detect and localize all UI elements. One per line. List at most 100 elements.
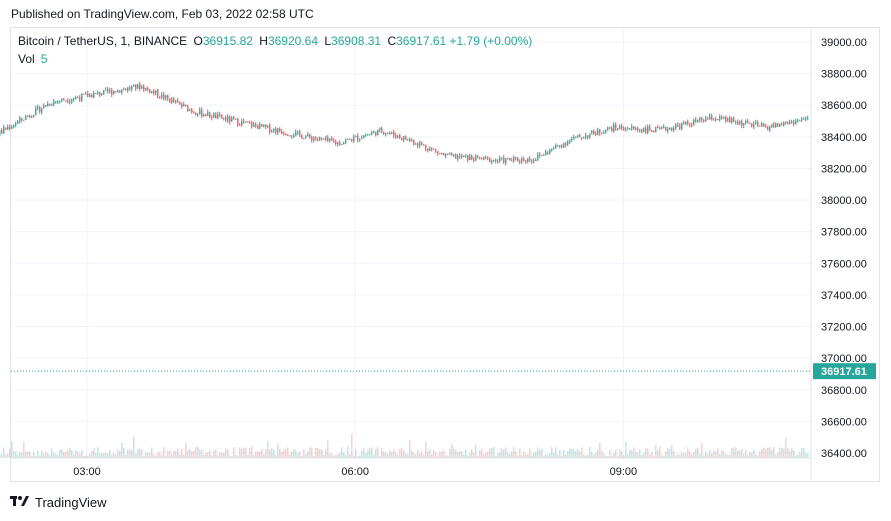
candle-body xyxy=(497,160,499,162)
candle-body xyxy=(351,139,353,142)
candle-body xyxy=(321,137,323,139)
candle-body xyxy=(699,117,701,121)
volume-bar xyxy=(151,447,153,458)
volume-bar xyxy=(427,450,429,458)
candle-body xyxy=(85,93,87,95)
volume-bar xyxy=(757,455,759,458)
candle-body xyxy=(691,125,693,127)
volume-bar xyxy=(99,453,101,458)
volume-bar xyxy=(275,454,277,458)
volume-bar xyxy=(335,454,337,458)
volume-bar xyxy=(227,448,229,458)
candle-body xyxy=(787,123,789,125)
candle-body xyxy=(275,128,277,133)
candle-body xyxy=(743,122,745,126)
volume-bar xyxy=(155,455,157,458)
volume-bar xyxy=(503,449,505,458)
candle-body xyxy=(277,128,279,133)
volume-bar xyxy=(39,455,41,458)
volume-bar xyxy=(543,455,545,458)
volume-bar xyxy=(741,448,743,458)
volume-bar xyxy=(617,455,619,458)
volume-bar xyxy=(795,455,797,458)
candle-body xyxy=(309,134,311,137)
candle-body xyxy=(537,154,539,161)
candle-body xyxy=(613,124,615,131)
candle-body xyxy=(359,138,361,140)
candle-body xyxy=(371,132,373,135)
volume-bar xyxy=(477,455,479,458)
volume-bar xyxy=(569,448,571,458)
candle-body xyxy=(633,126,635,129)
volume-bar xyxy=(25,451,27,458)
candle-body xyxy=(729,117,731,123)
candle-body xyxy=(93,93,95,98)
candle-body xyxy=(197,114,199,116)
y-tick-label: 38800.00 xyxy=(821,69,867,81)
volume-bar xyxy=(317,447,319,458)
symbol-label[interactable]: Bitcoin / TetherUS, 1, BINANCE xyxy=(18,34,188,48)
tradingview-logo[interactable]: TradingView xyxy=(10,495,107,510)
volume-bar xyxy=(11,441,13,458)
candle-body xyxy=(625,129,627,131)
volume-bar xyxy=(221,452,223,458)
candle-body xyxy=(11,126,13,129)
volume-bar xyxy=(281,451,283,458)
volume-bar xyxy=(195,447,197,458)
volume-bar xyxy=(247,454,249,458)
volume-bar xyxy=(399,448,401,458)
tradingview-brand: TradingView xyxy=(35,495,107,510)
volume-bar xyxy=(507,452,509,458)
volume-bar xyxy=(117,449,119,458)
volume-bar xyxy=(235,454,237,458)
candle-body xyxy=(627,129,629,131)
volume-bar xyxy=(467,455,469,458)
volume-bar xyxy=(685,453,687,458)
volume-bar xyxy=(787,447,789,458)
y-tick-label: 38200.00 xyxy=(821,163,867,175)
candle-body xyxy=(227,116,229,121)
volume-bar xyxy=(717,447,719,458)
volume-bar xyxy=(751,452,753,458)
volume-bar xyxy=(115,454,117,458)
candle-body xyxy=(71,99,73,102)
candle-body xyxy=(363,135,365,139)
volume-bar xyxy=(111,454,113,458)
candle-body xyxy=(495,159,497,161)
candle-body xyxy=(291,135,293,137)
volume-bar xyxy=(611,455,613,458)
volume-bar xyxy=(129,449,131,458)
volume-key[interactable]: Vol xyxy=(18,52,35,66)
volume-bar xyxy=(57,455,59,458)
candle-body xyxy=(215,114,217,119)
candle-body xyxy=(439,153,441,155)
candle-body xyxy=(45,105,47,107)
volume-bar xyxy=(737,450,739,458)
candle-body xyxy=(431,148,433,150)
volume-bar xyxy=(547,454,549,458)
volume-bar xyxy=(627,454,629,458)
volume-bar xyxy=(747,455,749,458)
volume-bar xyxy=(479,449,481,458)
candle-body xyxy=(395,135,397,138)
candle-body xyxy=(619,125,621,130)
candle-body xyxy=(311,136,313,141)
candle-body xyxy=(79,97,81,101)
candle-body xyxy=(155,90,157,94)
candle-body xyxy=(731,118,733,123)
candle-body xyxy=(157,90,159,97)
volume-bar xyxy=(571,448,573,458)
candle-body xyxy=(701,117,703,120)
candle-body xyxy=(587,135,589,138)
candle-body xyxy=(279,128,281,132)
candle-body xyxy=(709,115,711,120)
volume-bar xyxy=(561,455,563,458)
candle-body xyxy=(101,94,103,96)
volume-bar xyxy=(631,450,633,458)
volume-bar xyxy=(309,447,311,458)
volume-bar xyxy=(257,450,259,458)
candle-body xyxy=(803,118,805,120)
volume-bar xyxy=(349,454,351,458)
volume-bar xyxy=(13,450,15,458)
